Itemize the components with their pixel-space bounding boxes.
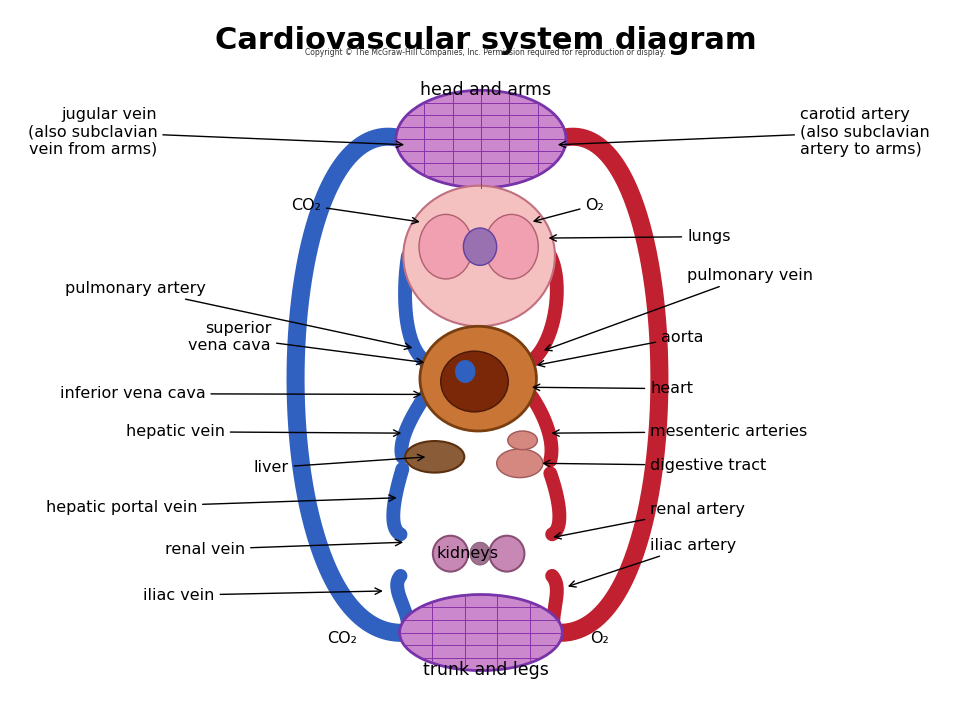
Text: pulmonary vein: pulmonary vein [545, 268, 813, 351]
Text: pulmonary artery: pulmonary artery [64, 281, 411, 349]
Ellipse shape [455, 360, 475, 383]
Ellipse shape [420, 326, 537, 431]
Text: renal vein: renal vein [165, 539, 401, 557]
Ellipse shape [490, 536, 524, 572]
Text: carotid artery
(also subclavian
artery to arms): carotid artery (also subclavian artery t… [560, 107, 929, 157]
Ellipse shape [508, 431, 538, 450]
Text: kidneys: kidneys [436, 546, 498, 561]
Ellipse shape [485, 215, 539, 279]
Text: CO₂: CO₂ [291, 197, 419, 224]
Text: digestive tract: digestive tract [543, 458, 766, 473]
Text: heart: heart [534, 381, 693, 396]
Text: jugular vein
(also subclavian
vein from arms): jugular vein (also subclavian vein from … [28, 107, 402, 157]
Ellipse shape [405, 441, 465, 472]
Text: iliac vein: iliac vein [143, 588, 381, 603]
Ellipse shape [419, 215, 472, 279]
Text: CO₂: CO₂ [327, 631, 357, 646]
Text: hepatic portal vein: hepatic portal vein [45, 495, 396, 515]
Text: superior
vena cava: superior vena cava [188, 321, 423, 364]
Text: O₂: O₂ [534, 197, 604, 222]
Text: lungs: lungs [550, 229, 731, 244]
Ellipse shape [496, 449, 543, 477]
Ellipse shape [399, 595, 563, 670]
Text: inferior vena cava: inferior vena cava [60, 386, 420, 401]
Ellipse shape [403, 186, 555, 326]
Text: iliac artery: iliac artery [569, 538, 736, 587]
Ellipse shape [464, 228, 496, 266]
Ellipse shape [469, 542, 491, 565]
Text: trunk and legs: trunk and legs [422, 661, 548, 679]
Ellipse shape [433, 536, 468, 572]
Text: aorta: aorta [538, 330, 704, 367]
Text: liver: liver [253, 454, 424, 475]
Text: head and arms: head and arms [420, 81, 551, 99]
Text: Cardiovascular system diagram: Cardiovascular system diagram [215, 27, 756, 55]
Ellipse shape [441, 351, 508, 412]
Text: Copyright © The McGraw-Hill Companies, Inc. Permission required for reproduction: Copyright © The McGraw-Hill Companies, I… [305, 48, 666, 57]
Ellipse shape [396, 90, 566, 188]
Text: renal artery: renal artery [555, 502, 745, 539]
Text: mesenteric arteries: mesenteric arteries [553, 424, 807, 439]
Text: hepatic vein: hepatic vein [126, 424, 400, 439]
Text: O₂: O₂ [590, 631, 609, 646]
